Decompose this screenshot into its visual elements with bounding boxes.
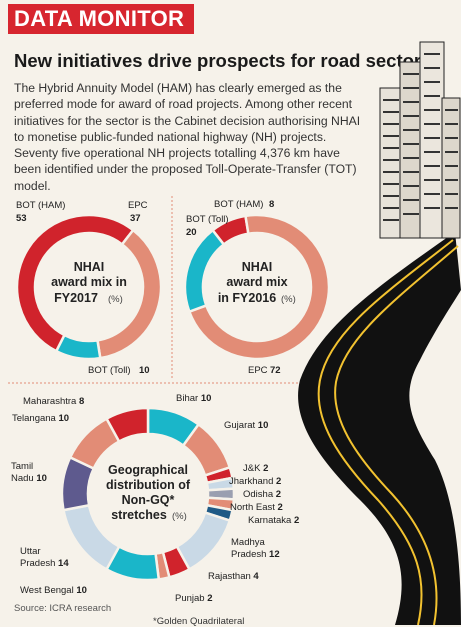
geo-labels: Bihar 10 Gujarat 10 J&K 2 Jharkhand 2 Odisha… (11, 393, 299, 604)
fy16-value-epc: 72 (270, 365, 281, 376)
geo-label-1: Gujarat 10 (224, 420, 268, 431)
road-illustration (298, 232, 461, 625)
geo-center-unit: (%) (172, 511, 187, 522)
geo-label-5: North East 2 (230, 502, 283, 513)
geo-center-line4: stretches (111, 508, 167, 522)
fy16-label-bot-ham: BOT (HAM) (214, 199, 263, 210)
fy16-center-unit: (%) (281, 294, 296, 305)
geo-label-10: Punjab 2 (175, 593, 213, 604)
fy17-label-epc: EPC (128, 200, 148, 211)
buildings-illustration (379, 41, 461, 239)
fy16-value-bot-toll: 20 (186, 227, 197, 238)
fy16-center-line3: in FY2016 (218, 291, 276, 305)
geo-label-6: Karnataka 2 (248, 515, 299, 526)
geo-label-15: Nadu 10 (11, 473, 47, 484)
fy17-label-bot-ham: BOT (HAM) (16, 200, 65, 211)
geo-label-9: Rajasthan 4 (208, 571, 259, 582)
geo-value-3: 2 (276, 476, 281, 487)
geo-label-12: Uttar (20, 546, 41, 557)
fy17-value-bot-ham: 53 (16, 213, 27, 224)
fy17-center-line1: NHAI (74, 260, 105, 274)
fy17-center-line3: FY2017 (54, 291, 98, 305)
geo-label-16: Telangana 10 (12, 413, 69, 424)
fy17-center-line2: award mix in (51, 275, 127, 289)
geo-value-2: 2 (263, 463, 268, 474)
geo-value-15: 10 (36, 473, 47, 484)
geo-value-4: 2 (276, 489, 281, 500)
geo-label-14: Tamil (11, 461, 33, 472)
geo-value-1: 10 (258, 420, 269, 431)
geo-label-3: Jharkhand 2 (229, 476, 281, 487)
fy16-center-line1: NHAI (242, 260, 273, 274)
geo-value-13: 14 (58, 558, 69, 569)
fy17-center-unit: (%) (108, 294, 123, 305)
fy17-slice-epc (96, 228, 163, 360)
geo-value-10: 2 (207, 593, 212, 604)
geo-label-17: Maharashtra 8 (23, 396, 84, 407)
geo-value-9: 4 (253, 571, 259, 582)
geo-label-4: Odisha 2 (243, 489, 281, 500)
donut-fy2016 (183, 213, 331, 361)
fy17-label-bot-toll: BOT (Toll) (88, 365, 131, 376)
geo-label-13: Pradesh 14 (20, 558, 69, 569)
donut-fy2017 (15, 213, 163, 361)
section-tag: DATA MONITOR (8, 4, 194, 34)
geo-label-8: Pradesh 12 (231, 549, 280, 560)
fy16-label-epc: EPC (248, 365, 268, 376)
geo-label-11: West Bengal 10 (20, 585, 87, 596)
geo-value-6: 2 (294, 515, 299, 526)
fy16-label-bot-toll: BOT (Toll) (186, 214, 229, 225)
geo-value-5: 2 (278, 502, 283, 513)
fy16-slice-bot-toll- (183, 228, 226, 314)
geo-value-16: 10 (58, 413, 69, 424)
geo-slice-maharashtra (104, 406, 150, 444)
geo-center-line3: Non-GQ* (122, 493, 175, 507)
headline: New initiatives drive prospects for road… (14, 50, 422, 71)
geo-center-line2: distribution of (106, 478, 191, 492)
footnote: *Golden Quadrilateral (153, 616, 245, 627)
geo-value-17: 8 (79, 396, 84, 407)
geo-center-line1: Geographical (108, 463, 188, 477)
fy16-center-line2: award mix (226, 275, 287, 289)
geo-value-11: 10 (76, 585, 87, 596)
geo-value-8: 12 (269, 549, 280, 560)
fy17-value-epc: 37 (130, 213, 141, 224)
intro-paragraph: The Hybrid Annuity Model (HAM) has clear… (14, 81, 361, 193)
donut-geo-distribution (60, 406, 236, 582)
source-note: Source: ICRA research (14, 603, 112, 614)
fy17-value-bot-toll: 10 (139, 365, 150, 376)
geo-value-0: 10 (201, 393, 212, 404)
geo-label-7: Madhya (231, 537, 266, 548)
fy16-value-bot-ham: 8 (269, 199, 274, 210)
geo-label-0: Bihar 10 (176, 393, 211, 404)
fy17-slice-bot-toll- (54, 333, 102, 361)
geo-label-2: J&K 2 (243, 463, 268, 474)
fy16-slice-epc (187, 213, 331, 361)
